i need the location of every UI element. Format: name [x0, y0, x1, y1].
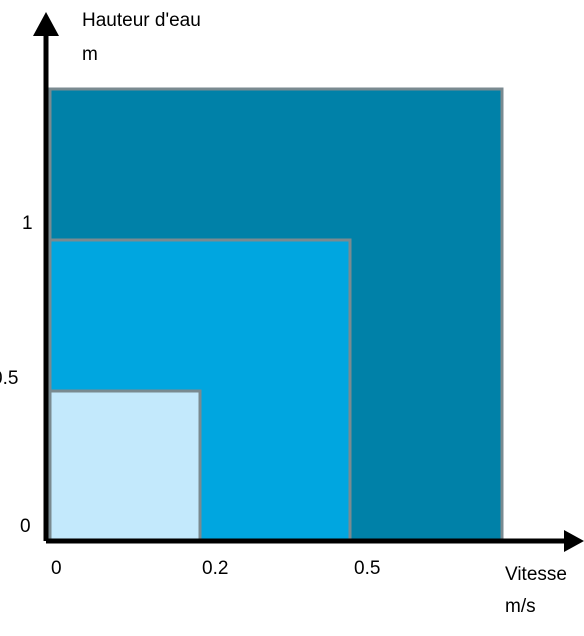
zone-inner — [48, 389, 202, 543]
y-tick-label-0-5: 0.5 — [0, 368, 19, 389]
x-tick-label-0-2: 0.2 — [202, 558, 229, 579]
y-axis-unit: m — [82, 44, 98, 65]
x-tick-label-0: 0 — [51, 558, 62, 579]
zones-group — [48, 87, 504, 543]
x-axis-arrow-icon — [564, 530, 584, 552]
y-tick-label-1: 1 — [22, 213, 33, 234]
y-axis-arrow-icon — [33, 12, 59, 36]
y-tick-label-0: 0 — [20, 516, 31, 537]
x-axis-title: Vitesse — [505, 564, 567, 585]
x-axis-unit: m/s — [505, 596, 536, 617]
y-axis-title: Hauteur d'eau — [82, 10, 201, 31]
x-tick-label-0-5: 0.5 — [354, 558, 381, 579]
axes-group — [33, 12, 584, 552]
